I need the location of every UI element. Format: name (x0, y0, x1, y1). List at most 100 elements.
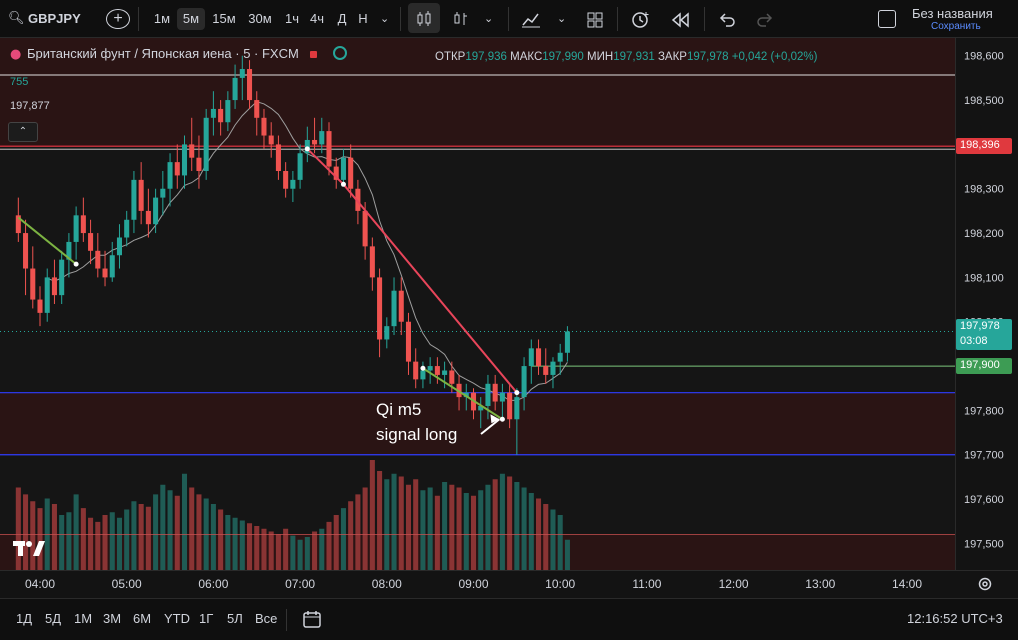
range-1[interactable]: 5Д (45, 611, 62, 626)
candle-body (174, 162, 180, 176)
range-7[interactable]: 5Л (227, 611, 243, 626)
tradingview-logo[interactable] (12, 538, 46, 558)
candle-body (499, 392, 505, 402)
candle-body (550, 361, 556, 375)
layout-title[interactable]: Без названия (912, 6, 993, 21)
interval-5[interactable]: 4ч (309, 11, 324, 26)
candle-body (442, 370, 448, 375)
candle-body (37, 299, 43, 313)
candle (485, 374, 491, 420)
candle-body (138, 179, 144, 211)
volume-bar (427, 487, 433, 570)
red-trend-line-1 (306, 148, 345, 186)
volume-bar (66, 512, 72, 570)
volume-bar (254, 526, 260, 570)
chevron-down-icon[interactable]: ⌄ (380, 12, 390, 25)
chevron-down-icon[interactable]: ⌄ (484, 12, 494, 25)
candle-body (528, 348, 534, 367)
price-chart[interactable] (0, 38, 955, 570)
candle-body (275, 144, 281, 171)
volume-bar (145, 506, 151, 570)
open-label: ОТКР (435, 51, 466, 63)
bar-style-icon[interactable] (450, 8, 472, 30)
trend-point (499, 416, 505, 422)
collapse-legend-button[interactable]: ⌃ (8, 122, 38, 142)
range-2[interactable]: 1М (74, 611, 93, 626)
volume-bar (160, 484, 166, 570)
replay-icon[interactable] (670, 8, 692, 30)
candle-body (196, 157, 202, 171)
add-symbol-icon[interactable]: + (106, 9, 130, 29)
redo-icon[interactable] (754, 8, 776, 30)
candle (189, 117, 195, 171)
range-4[interactable]: 6М (133, 611, 152, 626)
candle (326, 122, 332, 176)
time-axis[interactable]: 04:00 05:00 06:00 07:00 08:00 09:00 10:00 11:00… (0, 570, 1018, 598)
candle-body (66, 241, 72, 260)
interval-4[interactable]: 1ч (284, 11, 299, 26)
layout-grid-icon[interactable] (585, 8, 605, 30)
candle (95, 233, 101, 278)
volume-bar (189, 487, 195, 570)
symbol-button[interactable]: GBPJPY (28, 11, 81, 26)
candle-body (95, 250, 101, 269)
candle (507, 383, 513, 429)
interval-3[interactable]: 30м (248, 11, 272, 26)
price-tick-label: 198,600 (964, 51, 1004, 63)
candle (427, 357, 433, 384)
search-icon[interactable]: 🔍︎ (8, 11, 25, 26)
candle (109, 241, 115, 282)
candle (254, 91, 260, 136)
volume-bar (73, 494, 79, 570)
range-5[interactable]: YTD (164, 611, 190, 626)
candle-body (369, 246, 375, 278)
candle (283, 162, 289, 198)
price-tick-label: 198,300 (964, 184, 1004, 196)
date-range-calendar-icon[interactable] (302, 609, 322, 634)
signal-annotation[interactable]: Qi m5 signal long (376, 397, 457, 447)
time-tick-label: 12:00 (719, 577, 749, 591)
candles-chart-type-icon[interactable] (408, 3, 440, 33)
candle (290, 171, 296, 203)
volume-bar (51, 504, 57, 570)
volume-bar (333, 515, 339, 570)
candle (521, 357, 527, 411)
interval-0[interactable]: 1м (153, 11, 171, 26)
chevron-down-icon[interactable]: ⌄ (557, 12, 567, 25)
volume-bar (478, 490, 484, 570)
range-6[interactable]: 1Г (199, 611, 214, 626)
undo-icon[interactable] (716, 8, 738, 30)
instrument-name[interactable]: Британский фунт / Японская иена · 5 · FX… (26, 46, 299, 61)
save-link[interactable]: Сохранить (931, 21, 981, 32)
candle-body (167, 162, 173, 189)
indicators-icon[interactable] (520, 8, 542, 30)
range-0[interactable]: 1Д (16, 611, 33, 626)
candle (167, 153, 173, 207)
candle (514, 388, 520, 455)
volume-bar (405, 484, 412, 570)
price-tick-label: 197,500 (964, 538, 1004, 550)
interval-1[interactable]: 5м (177, 8, 205, 30)
price-axis[interactable]: 198,600198,500198,400198,300198,200198,1… (955, 38, 1018, 570)
clock-timezone[interactable]: 12:16:52 UTC+3 (907, 611, 1003, 626)
volume-bar (557, 515, 563, 570)
candle-body (210, 108, 216, 118)
volume-bar (102, 515, 108, 570)
range-3[interactable]: 3М (103, 611, 122, 626)
candle (203, 108, 209, 180)
interval-2[interactable]: 15м (212, 11, 236, 26)
volume-bar (463, 493, 469, 570)
alert-clock-icon[interactable] (630, 8, 652, 30)
interval-6[interactable]: Д (337, 11, 347, 26)
volume-bar (181, 473, 188, 570)
settings-gear-icon[interactable] (977, 576, 993, 592)
candle (405, 312, 412, 375)
candle-body (290, 179, 296, 189)
layout-checkbox-icon[interactable] (878, 10, 896, 28)
interval-7[interactable]: Н (358, 11, 368, 26)
market-open-icon (333, 46, 348, 60)
candle (528, 339, 534, 384)
chart-pane[interactable] (0, 38, 955, 570)
candle-body (232, 77, 238, 101)
range-8[interactable]: Все (255, 611, 278, 626)
